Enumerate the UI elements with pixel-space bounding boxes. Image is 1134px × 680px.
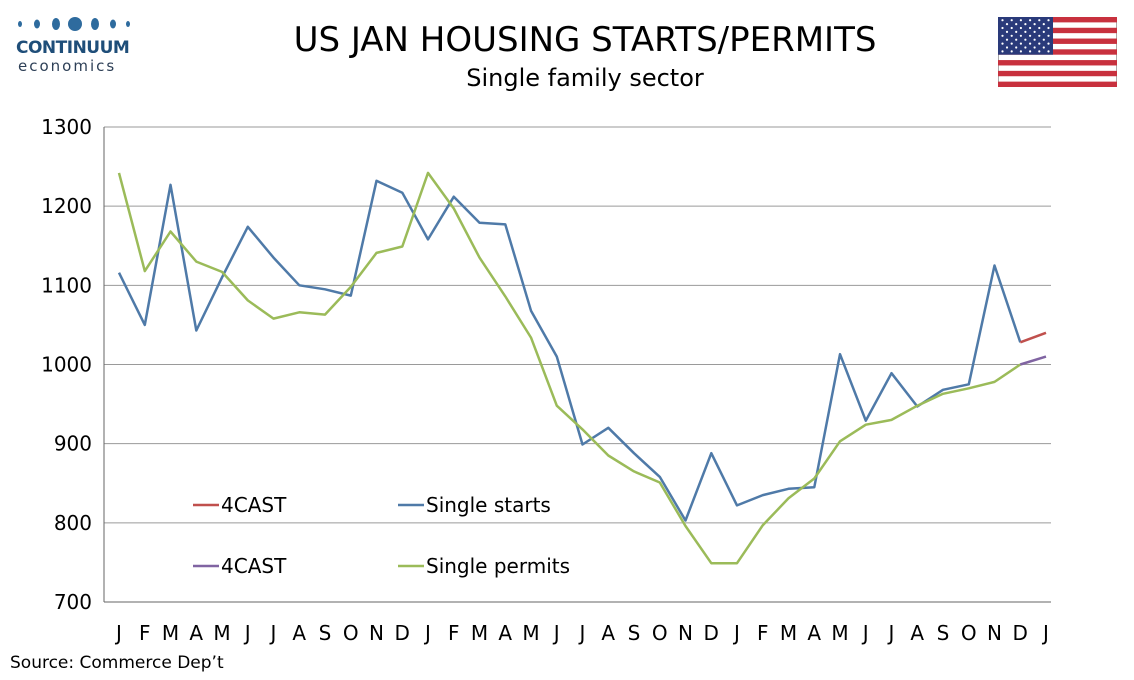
x-tick-label: D <box>704 621 719 645</box>
legend-label: Single permits <box>426 554 570 578</box>
legend-label: 4CAST <box>221 493 287 517</box>
chart-title: US JAN HOUSING STARTS/PERMITS <box>293 20 877 60</box>
y-tick-label: 700 <box>54 590 92 614</box>
legend-label: Single starts <box>426 493 551 517</box>
x-tick-label: A <box>292 621 306 645</box>
x-tick-label: M <box>471 621 488 645</box>
x-tick-label: J <box>552 621 560 645</box>
brand-name: CONTINUUM <box>16 38 130 58</box>
x-tick-label: F <box>448 621 460 645</box>
source-note: Source: Commerce Dep’t <box>10 653 224 673</box>
x-tick-label: N <box>369 621 384 645</box>
x-tick-label: A <box>189 621 203 645</box>
x-tick-label: A <box>910 621 924 645</box>
x-tick-label: O <box>652 621 668 645</box>
y-tick-label: 1300 <box>41 115 92 139</box>
x-tick-label: D <box>1013 621 1028 645</box>
x-tick-label: J <box>114 621 122 645</box>
chart-grid <box>104 126 1051 603</box>
series-lines <box>117 171 1047 565</box>
x-tick-label: S <box>319 621 332 645</box>
logo-dots-icon <box>18 17 130 31</box>
x-tick-label: S <box>628 621 641 645</box>
brand-logo <box>10 14 140 76</box>
chart-subtitle: Single family sector <box>466 64 704 92</box>
x-tick-label: M <box>213 621 230 645</box>
y-tick-label: 1100 <box>41 273 92 297</box>
y-tick-label: 900 <box>54 432 92 456</box>
series-line-single-starts <box>117 179 1022 522</box>
x-tick-label: J <box>423 621 431 645</box>
x-tick-label: A <box>601 621 615 645</box>
x-tick-label: J <box>269 621 277 645</box>
y-axis-ticks: 700 800 900 1000 1100 1200 1300 <box>41 115 92 614</box>
x-tick-label: M <box>780 621 797 645</box>
legend-label: 4CAST <box>221 554 287 578</box>
series-line-single-permits <box>117 171 1021 565</box>
chart-axes <box>103 127 1051 603</box>
x-tick-label: A <box>807 621 821 645</box>
x-tick-label: F <box>139 621 151 645</box>
y-tick-label: 1000 <box>41 353 92 377</box>
x-tick-label: S <box>937 621 950 645</box>
x-tick-label: O <box>343 621 359 645</box>
x-tick-label: M <box>522 621 539 645</box>
x-tick-label: J <box>861 621 869 645</box>
x-tick-label: M <box>831 621 848 645</box>
x-tick-label: J <box>243 621 251 645</box>
x-tick-label: D <box>395 621 410 645</box>
x-tick-label: M <box>162 621 179 645</box>
us-flag-icon <box>998 17 1117 87</box>
x-tick-label: N <box>678 621 693 645</box>
brand-tagline: economics <box>18 57 117 75</box>
x-tick-label: J <box>732 621 740 645</box>
series-line-4cast <box>1019 331 1047 344</box>
x-tick-label: F <box>757 621 769 645</box>
x-tick-label: O <box>961 621 977 645</box>
y-tick-label: 800 <box>54 511 92 535</box>
y-tick-label: 1200 <box>41 194 92 218</box>
chart-legend: 4CAST Single starts 4CAST Single permits <box>193 493 570 578</box>
x-tick-label: J <box>578 621 586 645</box>
x-tick-label: A <box>498 621 512 645</box>
x-tick-label: N <box>987 621 1002 645</box>
x-tick-label: J <box>887 621 895 645</box>
series-line-4cast <box>1019 355 1047 366</box>
x-tick-label: J <box>1041 621 1049 645</box>
